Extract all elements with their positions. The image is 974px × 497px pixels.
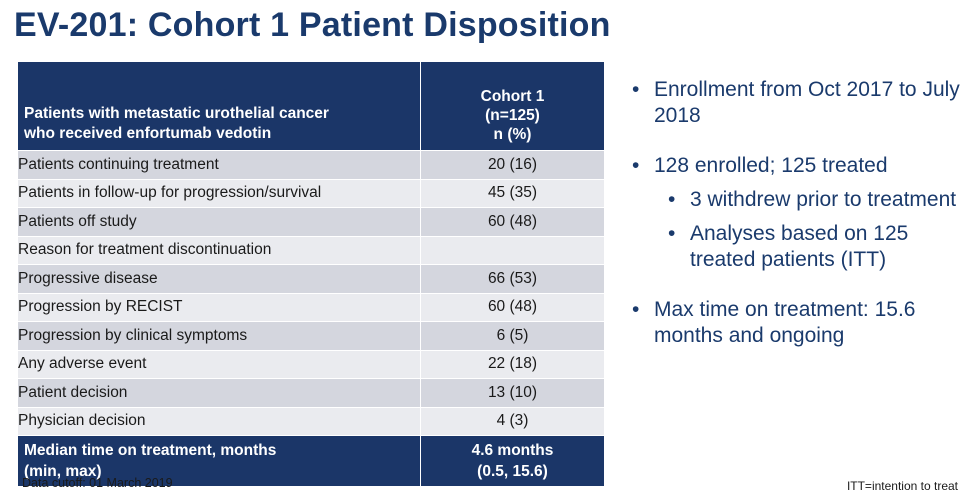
- table-row: Physician decision 4 (3): [17, 406, 605, 436]
- footer-label: Median time on treatment, months (min, m…: [17, 435, 421, 487]
- row-value: 13 (10): [420, 378, 605, 408]
- row-label: Patient decision: [17, 378, 421, 408]
- row-value: 60 (48): [420, 207, 605, 237]
- footer-value-line1: 4.6 months: [471, 442, 554, 459]
- table-row: Patients off study 60 (48): [17, 207, 605, 237]
- table-row: Reason for treatment discontinuation: [17, 235, 605, 265]
- bullet-list: Enrollment from Oct 2017 to July 2018 12…: [632, 77, 972, 349]
- row-label: Progression by RECIST: [17, 292, 421, 322]
- row-value: 60 (48): [420, 292, 605, 322]
- row-value: 66 (53): [420, 264, 605, 294]
- table-row: Progressive disease 66 (53): [17, 264, 605, 294]
- sub-bullet-analyses: Analyses based on 125 treated patients (…: [668, 221, 972, 273]
- table-row: Patients continuing treatment 20 (16): [17, 150, 605, 180]
- footer-label-line1: Median time on treatment, months: [24, 442, 277, 459]
- header-population-line2: who received enfortumab vedotin: [24, 125, 272, 142]
- row-value: 6 (5): [420, 321, 605, 351]
- header-cohort-unit: n (%): [493, 126, 532, 143]
- table-row: Progression by clinical symptoms 6 (5): [17, 321, 605, 351]
- slide-title: EV-201: Cohort 1 Patient Disposition: [14, 6, 611, 44]
- row-label: Progressive disease: [17, 264, 421, 294]
- footer-value: 4.6 months (0.5, 15.6): [420, 435, 605, 487]
- header-population-line1: Patients with metastatic urothelial canc…: [24, 105, 329, 122]
- bullet-max-time: Max time on treatment: 15.6 months and o…: [632, 297, 972, 349]
- row-value: 22 (18): [420, 349, 605, 379]
- table-row: Progression by RECIST 60 (48): [17, 292, 605, 322]
- table-row: Any adverse event 22 (18): [17, 349, 605, 379]
- row-value: 20 (16): [420, 150, 605, 180]
- header-cohort-name: Cohort 1: [480, 88, 545, 105]
- row-label: Patients off study: [17, 207, 421, 237]
- header-population: Patients with metastatic urothelial canc…: [17, 61, 421, 151]
- footer-label-line2: (min, max): [24, 463, 102, 480]
- data-cutoff-note: Data cutoff: 01 March 2019: [22, 476, 173, 490]
- itt-footnote: ITT=intention to treat: [846, 479, 958, 493]
- header-cohort-n: (n=125): [485, 107, 540, 124]
- row-label: Patients in follow-up for progression/su…: [17, 178, 421, 208]
- bullet-enrolled-treated: 128 enrolled; 125 treated: [632, 153, 972, 179]
- row-label: Progression by clinical symptoms: [17, 321, 421, 351]
- footer-value-line2: (0.5, 15.6): [477, 463, 548, 480]
- row-value: 45 (35): [420, 178, 605, 208]
- row-value: [420, 235, 605, 265]
- table-row: Patients in follow-up for progression/su…: [17, 178, 605, 208]
- bullet-enrollment: Enrollment from Oct 2017 to July 2018: [632, 77, 972, 129]
- table-footer-row: Median time on treatment, months (min, m…: [17, 435, 605, 487]
- header-cohort: Cohort 1 (n=125) n (%): [420, 61, 605, 151]
- row-label: Any adverse event: [17, 349, 421, 379]
- row-label: Reason for treatment discontinuation: [17, 235, 421, 265]
- table-row: Patient decision 13 (10): [17, 378, 605, 408]
- row-label: Physician decision: [17, 406, 421, 436]
- row-label: Patients continuing treatment: [17, 150, 421, 180]
- disposition-table: Patients with metastatic urothelial canc…: [17, 61, 605, 487]
- table-header-row: Patients with metastatic urothelial canc…: [17, 61, 605, 151]
- sub-bullet-withdrew: 3 withdrew prior to treatment: [668, 187, 972, 213]
- row-value: 4 (3): [420, 406, 605, 436]
